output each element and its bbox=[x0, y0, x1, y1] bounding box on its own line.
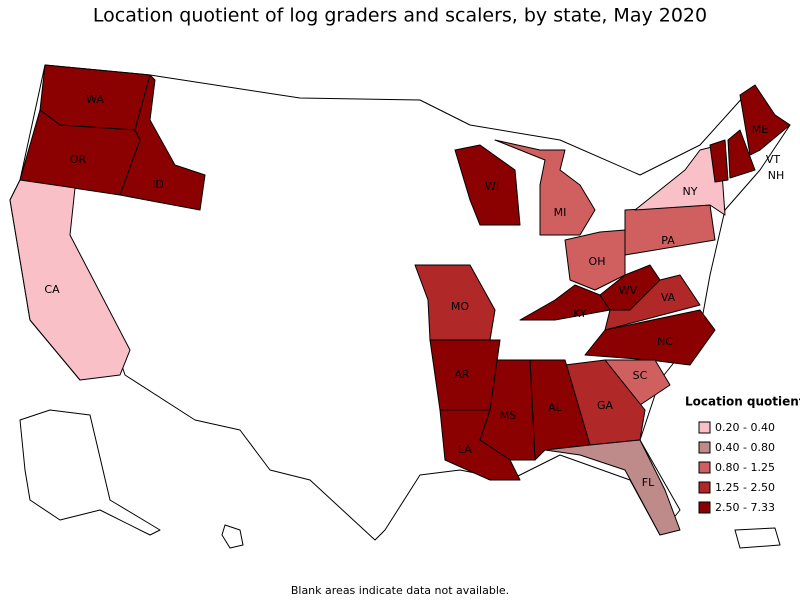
state bbox=[119, 74, 206, 211]
state-label: WV bbox=[619, 284, 638, 297]
state-label: SC bbox=[633, 369, 648, 382]
state bbox=[727, 129, 756, 179]
legend-swatch bbox=[698, 441, 711, 454]
puerto-rico bbox=[734, 527, 781, 549]
legend-swatch bbox=[698, 481, 711, 494]
state-label: NC bbox=[657, 335, 673, 348]
state-label: MI bbox=[554, 206, 567, 219]
state-label: VT bbox=[766, 153, 781, 166]
state-label: ME bbox=[752, 123, 768, 136]
state-label: NY bbox=[683, 185, 698, 198]
state bbox=[9, 179, 131, 381]
legend-swatch bbox=[698, 501, 711, 514]
legend-swatch bbox=[698, 461, 711, 474]
alaska bbox=[19, 409, 161, 536]
state bbox=[494, 139, 596, 236]
state-label: WA bbox=[86, 93, 104, 106]
state-label: MS bbox=[500, 409, 516, 422]
legend-label: 0.40 - 0.80 bbox=[715, 441, 775, 454]
legend-label: 2.50 - 7.33 bbox=[715, 501, 775, 514]
state-label: AL bbox=[548, 401, 563, 414]
state-label: VA bbox=[661, 291, 676, 304]
state bbox=[454, 144, 521, 226]
state-label: NH bbox=[768, 169, 785, 182]
state-label: WI bbox=[485, 180, 499, 193]
state bbox=[439, 409, 521, 481]
hawaii bbox=[221, 524, 244, 549]
legend-title: Location quotient bbox=[685, 395, 800, 409]
state bbox=[709, 139, 729, 183]
legend-label: 1.25 - 2.50 bbox=[715, 481, 775, 494]
state-label: OR bbox=[70, 153, 87, 166]
legend-swatch bbox=[698, 421, 711, 434]
legend-label: 0.20 - 0.40 bbox=[715, 421, 775, 434]
legend: 0.20 - 0.40 0.40 - 0.80 0.80 - 1.25 1.25 - … bbox=[698, 421, 775, 514]
state bbox=[739, 84, 791, 156]
state-label: MO bbox=[451, 300, 469, 313]
state-label: FL bbox=[642, 476, 655, 489]
state-label: CA bbox=[44, 283, 60, 296]
legend-label: 0.80 - 1.25 bbox=[715, 461, 775, 474]
state bbox=[544, 439, 681, 536]
state-label: KY bbox=[573, 307, 587, 320]
map-title: Location quotient of log graders and sca… bbox=[93, 5, 707, 27]
state-label: LA bbox=[458, 443, 472, 456]
state-label: PA bbox=[661, 234, 675, 247]
states: WA OR ID CA WI MI OH PA NY ME VT NH MO KY WV VA NC SC GA AL… bbox=[9, 64, 791, 536]
state-label: OH bbox=[589, 255, 606, 268]
footnote: Blank areas indicate data not available. bbox=[291, 584, 509, 597]
state-label: ID bbox=[152, 178, 164, 191]
state-label: GA bbox=[597, 399, 614, 412]
state-label: AR bbox=[454, 368, 470, 381]
